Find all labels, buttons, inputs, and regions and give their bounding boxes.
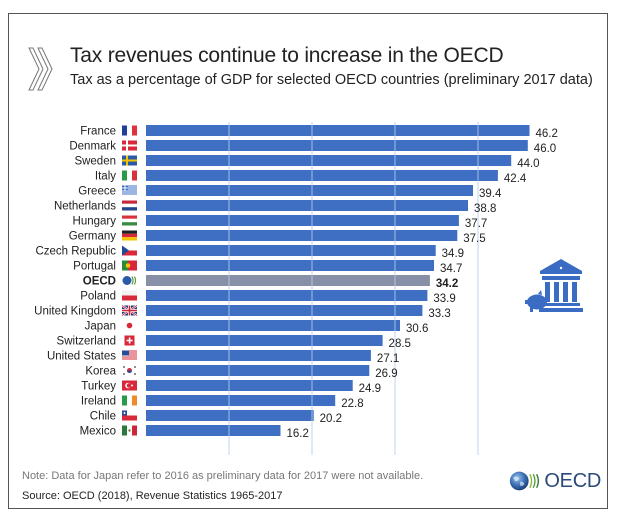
source-citation: Source: OECD (2018), Revenue Statistics … (22, 490, 283, 502)
bar-italy (146, 170, 498, 181)
value-label: 34.9 (442, 248, 464, 260)
bar-greece (146, 185, 473, 196)
value-label: 28.5 (389, 338, 411, 350)
oecd-logo-icon (122, 276, 137, 285)
bar-turkey (146, 380, 353, 391)
turkey-flag-icon (122, 380, 137, 391)
ireland-flag-icon (122, 395, 137, 406)
category-label: Japan (85, 321, 116, 333)
mexico-flag-icon (122, 425, 137, 436)
bar-netherlands (146, 200, 468, 211)
category-label: Mexico (80, 426, 116, 438)
value-label: 27.1 (377, 353, 399, 365)
value-label: 37.7 (465, 218, 487, 230)
globe-icon (509, 471, 529, 491)
hungary-flag-icon (122, 215, 137, 226)
bar-united-kingdom (146, 305, 423, 316)
category-label: Poland (80, 291, 116, 303)
value-label: 24.9 (359, 383, 381, 395)
korea-flag-icon (122, 365, 137, 376)
bar-denmark (146, 140, 528, 151)
bar-czech-republic (146, 245, 436, 256)
bar-poland (146, 290, 428, 301)
category-label: OECD (83, 276, 116, 288)
poland-flag-icon (122, 290, 137, 301)
bar-germany (146, 230, 458, 241)
bar-mexico (146, 425, 281, 436)
bar-ireland (146, 395, 336, 406)
value-label: 37.5 (463, 233, 485, 245)
category-label: Ireland (81, 396, 116, 408)
value-label: 39.4 (479, 188, 502, 200)
czech-republic-flag-icon (122, 245, 137, 256)
value-label: 30.6 (406, 323, 428, 335)
value-label: 42.4 (504, 173, 527, 185)
value-label: 46.0 (534, 143, 556, 155)
united-kingdom-flag-icon (121, 304, 138, 317)
sweden-flag-icon (122, 155, 137, 166)
value-label: 33.3 (428, 308, 450, 320)
value-label: 38.8 (474, 203, 496, 215)
footnote: Note: Data for Japan refer to 2016 as pr… (22, 470, 424, 482)
bar-switzerland (146, 335, 383, 346)
bar-sweden (146, 155, 512, 166)
category-label: Turkey (81, 381, 116, 393)
category-label: United Kingdom (34, 306, 116, 318)
labels: France 46.2 Denmark 46.0 Sweden 44.0 Italy 42.4… (34, 125, 558, 440)
oecd-chevrons-icon (529, 473, 540, 489)
bar-portugal (146, 260, 434, 271)
chevrons-icon (28, 47, 53, 91)
value-label: 34.2 (436, 278, 458, 290)
category-label: Switzerland (57, 336, 116, 348)
france-flag-icon (122, 125, 137, 136)
italy-flag-icon (122, 170, 137, 181)
value-label: 34.7 (440, 263, 462, 275)
bar-chile (146, 410, 314, 421)
netherlands-flag-icon (122, 200, 137, 211)
category-label: Portugal (73, 261, 116, 273)
united-states-flag-icon (122, 350, 137, 361)
category-label: Denmark (69, 141, 116, 153)
category-label: Netherlands (54, 201, 116, 213)
category-label: Germany (69, 231, 117, 243)
bar-france (146, 125, 530, 136)
category-label: Sweden (74, 156, 116, 168)
oecd-logo-text: OECD (544, 469, 601, 492)
bar-korea (146, 365, 370, 376)
value-label: 33.9 (433, 293, 455, 305)
category-label: Chile (90, 411, 116, 423)
portugal-flag-icon (122, 260, 137, 271)
value-label: 16.2 (286, 428, 308, 440)
value-label: 44.0 (517, 158, 539, 170)
switzerland-flag-icon (124, 335, 135, 346)
chart-title: Tax revenues continue to increase in the… (70, 44, 504, 67)
greece-flag-icon (122, 185, 137, 195)
bar-japan (146, 320, 400, 331)
bar-hungary (146, 215, 459, 226)
japan-flag-icon (122, 320, 137, 331)
category-label: United States (47, 351, 116, 363)
chart-subtitle: Tax as a percentage of GDP for selected … (70, 72, 593, 88)
category-label: Greece (78, 186, 116, 198)
category-label: Hungary (73, 216, 117, 228)
germany-flag-icon (122, 230, 137, 241)
bar-united-states (146, 350, 371, 361)
denmark-flag-icon (122, 140, 137, 151)
value-label: 22.8 (341, 398, 363, 410)
chile-flag-icon (122, 410, 137, 421)
category-label: France (80, 126, 116, 138)
bar-oecd (146, 275, 430, 286)
bars (146, 122, 530, 455)
category-label: Korea (85, 366, 116, 378)
value-label: 20.2 (320, 413, 342, 425)
value-label: 26.9 (375, 368, 397, 380)
category-label: Italy (95, 171, 116, 183)
category-label: Czech Republic (35, 246, 116, 258)
bank-with-piggy-bank-icon (525, 259, 583, 312)
value-label: 46.2 (535, 128, 557, 140)
oecd-logo: OECD (509, 468, 601, 494)
